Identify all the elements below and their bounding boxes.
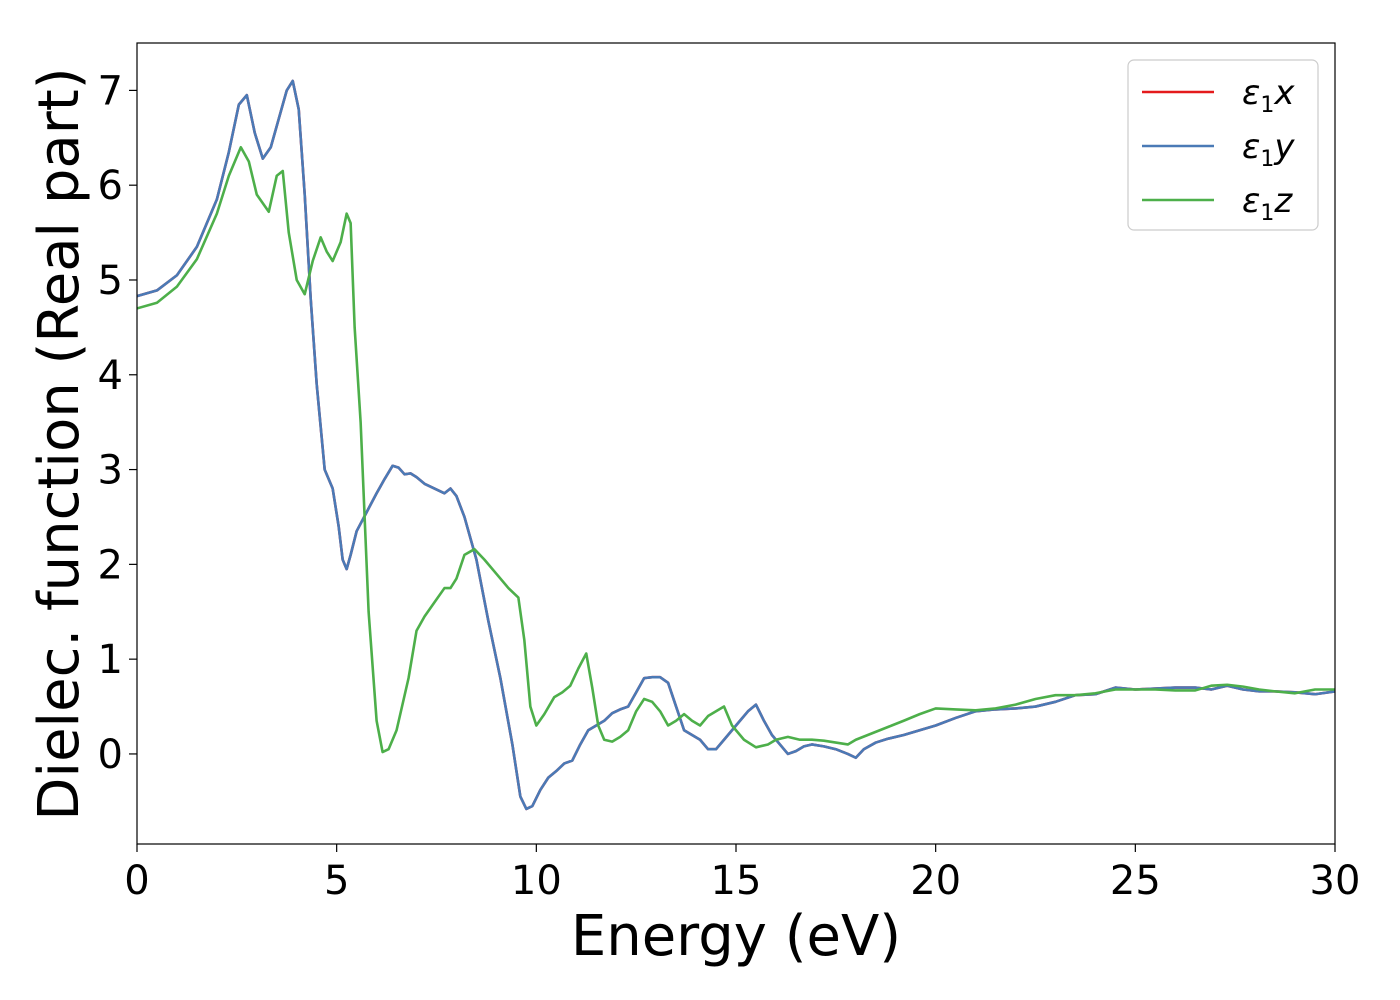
series-layer xyxy=(137,79,1335,811)
x-tick-label: 5 xyxy=(324,858,349,904)
legend: ε1x ε1y ε1z xyxy=(1127,59,1319,231)
x-tick-label: 15 xyxy=(711,858,762,904)
y-tick-label: 5 xyxy=(98,258,123,304)
x-tick-label: 20 xyxy=(910,858,961,904)
y-tick-label: 0 xyxy=(98,732,123,778)
y-tick-label: 7 xyxy=(98,68,123,114)
legend-box xyxy=(1127,59,1319,231)
y-tick-label: 1 xyxy=(98,637,123,683)
y-tick-label: 6 xyxy=(98,163,123,209)
x-tick-label: 25 xyxy=(1110,858,1161,904)
legend-label-y: ε1y xyxy=(1242,127,1295,172)
x-tick-label: 10 xyxy=(511,858,562,904)
legend-label-z: ε1z xyxy=(1242,181,1293,226)
y-tick-label: 3 xyxy=(98,448,123,494)
y-tick-label: 4 xyxy=(98,353,123,399)
y-axis-title: Dielec. function (Real part) xyxy=(27,67,92,820)
x-tick-label: 0 xyxy=(124,858,149,904)
x-axis-title: Energy (eV) xyxy=(571,904,901,969)
series-line-z xyxy=(137,145,1335,754)
legend-label-x: ε1x xyxy=(1242,73,1295,118)
x-axis: 0 5 10 15 20 25 30 xyxy=(124,844,1360,904)
y-axis: 0 1 2 3 4 5 6 7 xyxy=(98,68,137,778)
x-tick-label: 30 xyxy=(1310,858,1361,904)
y-tick-label: 2 xyxy=(98,542,123,588)
